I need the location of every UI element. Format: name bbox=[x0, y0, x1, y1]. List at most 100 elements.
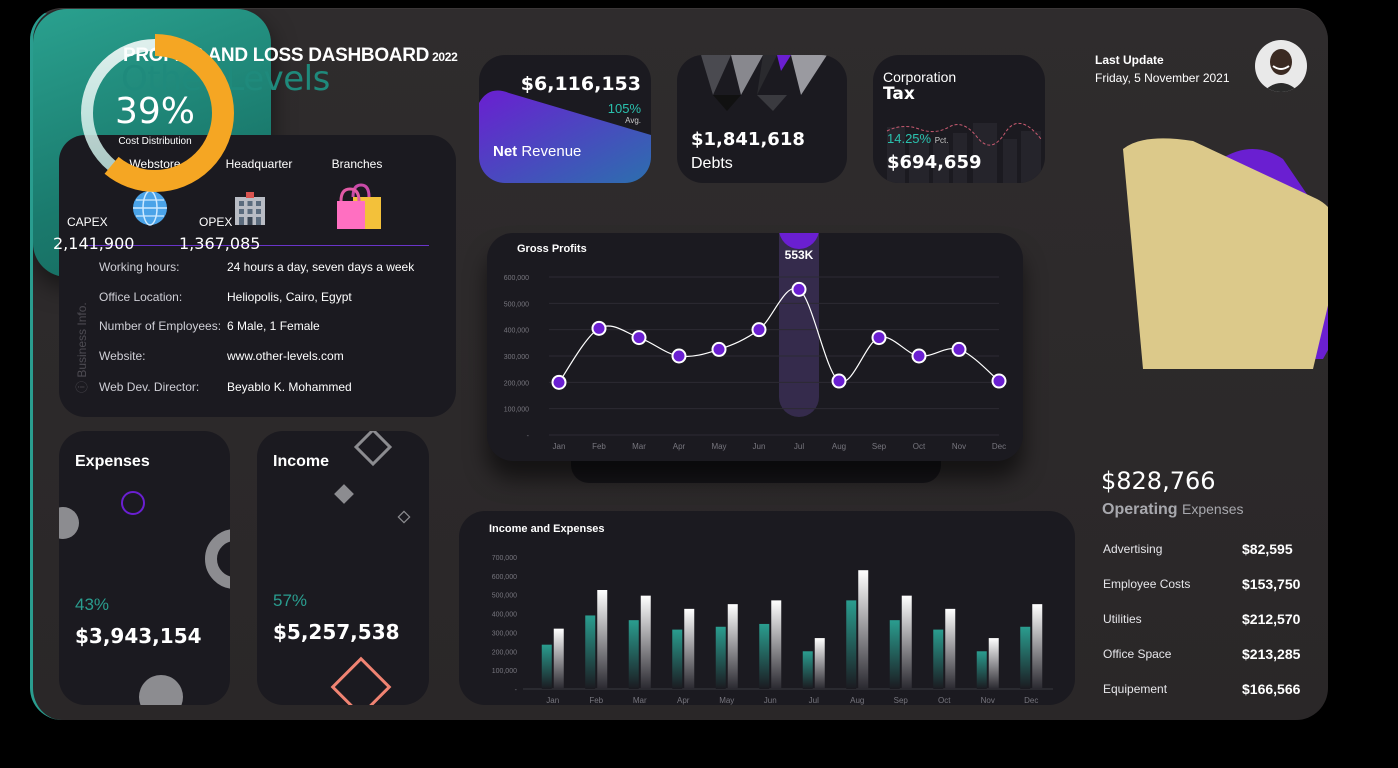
bar-series-2-aug[interactable] bbox=[858, 570, 869, 689]
website-link[interactable]: www.other-levels.com bbox=[227, 349, 344, 363]
x-tick-label: Oct bbox=[938, 696, 951, 705]
vertical-label-text: Business Info. bbox=[75, 302, 89, 378]
net-revenue-label-bold: Net bbox=[493, 143, 518, 160]
y-tick-label: 400,000 bbox=[504, 328, 529, 335]
info-label: Office Location: bbox=[99, 290, 183, 304]
info-label: Working hours: bbox=[99, 260, 180, 274]
debts-card: $1,841,618 Debts bbox=[677, 55, 847, 183]
expenses-value: $3,943,154 bbox=[75, 624, 202, 648]
y-tick-label: 600,000 bbox=[492, 574, 517, 581]
expenses-decoration bbox=[59, 491, 230, 705]
x-tick-label: Sep bbox=[894, 696, 909, 705]
bar-series-2-jan[interactable] bbox=[553, 628, 564, 689]
expenses-label: Expenses bbox=[75, 453, 150, 470]
data-point-oct[interactable] bbox=[911, 348, 927, 364]
gross-profits-card: 553K - 100,000 200,000 300,000 400,000 500,000… bbox=[487, 233, 1023, 461]
info-value: 24 hours a day, seven days a week bbox=[227, 260, 415, 274]
net-revenue-value: $6,116,153 bbox=[520, 73, 641, 95]
cost-distribution-label: Cost Distribution bbox=[118, 136, 192, 147]
info-value: 6 Male, 1 Female bbox=[227, 319, 320, 333]
info-label: Web Dev. Director: bbox=[99, 380, 200, 394]
data-point-sep[interactable] bbox=[871, 330, 887, 346]
info-value: Beyablo K. Mohammed bbox=[227, 380, 352, 394]
bar-series-1-nov[interactable] bbox=[976, 651, 987, 689]
bar-series-2-apr[interactable] bbox=[684, 608, 695, 689]
bar-series-1-aug[interactable] bbox=[846, 600, 857, 689]
data-point-mar[interactable] bbox=[631, 330, 647, 346]
bar-series-1-jul[interactable] bbox=[802, 651, 813, 689]
cost-distribution-card: 39% Cost Distribution CAPEX 2,141,900 OP… bbox=[33, 9, 271, 277]
income-pct: 57% bbox=[273, 591, 308, 610]
y-tick-label: 400,000 bbox=[492, 612, 517, 619]
office-building-icon bbox=[235, 192, 265, 225]
x-tick-label: Jun bbox=[764, 696, 777, 705]
opex-label: Utilities bbox=[1103, 612, 1142, 626]
data-point-nov[interactable] bbox=[951, 341, 967, 357]
net-revenue-label-text: Revenue bbox=[521, 143, 582, 160]
avatar[interactable] bbox=[1255, 40, 1307, 92]
info-value: Heliopolis, Cairo, Egypt bbox=[227, 290, 352, 304]
x-tick-label: Nov bbox=[981, 696, 995, 705]
bar-series-2-sep[interactable] bbox=[901, 595, 912, 689]
bar-series-2-dec[interactable] bbox=[1032, 604, 1043, 689]
operating-label-bold: Operating bbox=[1102, 501, 1178, 518]
data-point-feb[interactable] bbox=[591, 320, 607, 336]
x-tick-label: Mar bbox=[632, 442, 646, 451]
y-tick-label: 300,000 bbox=[504, 354, 529, 361]
y-tick-label: 500,000 bbox=[492, 593, 517, 600]
corporation-tax-card: Corporation Tax 14.25% Pct. $694,659 bbox=[873, 55, 1045, 183]
data-point-jul[interactable] bbox=[791, 281, 807, 297]
dashboard-board: PROFITS AND LOSS DASHBOARD 2022 Other Lev… bbox=[30, 8, 1328, 720]
bar-series-2-jul[interactable] bbox=[814, 638, 825, 689]
y-tick-label: - bbox=[527, 433, 530, 440]
bar-series-1-feb[interactable] bbox=[585, 615, 596, 689]
data-point-jan[interactable] bbox=[551, 374, 567, 390]
bar-series-1-oct[interactable] bbox=[933, 629, 944, 689]
bar-series-2-feb[interactable] bbox=[597, 590, 608, 689]
x-tick-label: May bbox=[719, 696, 734, 705]
info-divider bbox=[85, 245, 429, 246]
bar-series-2-jun[interactable] bbox=[771, 600, 782, 689]
opex-label: Office Space bbox=[1103, 647, 1172, 661]
data-point-apr[interactable] bbox=[671, 348, 687, 364]
bar-series-1-sep[interactable] bbox=[889, 620, 900, 689]
net-revenue-pct: 105% bbox=[607, 101, 641, 116]
x-tick-label: Oct bbox=[913, 442, 926, 451]
y-tick-label: 500,000 bbox=[504, 301, 529, 308]
net-revenue-shape bbox=[479, 90, 651, 183]
x-tick-label: Dec bbox=[1024, 696, 1038, 705]
bar-series-1-apr[interactable] bbox=[672, 629, 683, 689]
y-tick-label: 600,000 bbox=[504, 275, 529, 282]
y-tick-label: 300,000 bbox=[492, 630, 517, 637]
operating-total: $828,766 bbox=[1101, 467, 1216, 495]
globe-icon bbox=[133, 190, 167, 226]
income-card: Income 57% $5,257,538 bbox=[257, 431, 429, 705]
data-point-may[interactable] bbox=[711, 341, 727, 357]
data-point-dec[interactable] bbox=[991, 373, 1007, 389]
cost-distribution-percent: 39% bbox=[114, 91, 195, 132]
bar-series-1-jan[interactable] bbox=[541, 644, 552, 689]
opex-value: $153,750 bbox=[1242, 576, 1301, 592]
person-icon bbox=[1263, 49, 1299, 92]
data-point-aug[interactable] bbox=[831, 373, 847, 389]
debts-decoration bbox=[701, 55, 827, 111]
bar-series-1-jun[interactable] bbox=[759, 623, 770, 689]
x-tick-label: Aug bbox=[850, 696, 864, 705]
net-revenue-pct-label: Avg. bbox=[625, 116, 641, 125]
income-decoration bbox=[330, 431, 411, 705]
bar-series-1-dec[interactable] bbox=[1020, 626, 1031, 689]
bar-series-1-may[interactable] bbox=[715, 626, 726, 689]
cost-distribution-backdrop bbox=[1123, 138, 1328, 369]
tax-label-2: Tax bbox=[883, 84, 915, 104]
capex-label: CAPEX bbox=[67, 215, 108, 229]
bar-series-2-oct[interactable] bbox=[945, 608, 956, 689]
highlight-column-cap bbox=[779, 233, 819, 249]
bar-series-2-may[interactable] bbox=[727, 604, 738, 689]
last-update-label: Last Update bbox=[1095, 53, 1164, 67]
bar-series-1-mar[interactable] bbox=[628, 620, 639, 689]
data-point-jun[interactable] bbox=[751, 322, 767, 338]
bar-series-2-mar[interactable] bbox=[640, 595, 651, 689]
x-tick-label: Mar bbox=[633, 696, 647, 705]
debts-label: Debts bbox=[691, 155, 733, 172]
bar-series-2-nov[interactable] bbox=[988, 638, 999, 689]
